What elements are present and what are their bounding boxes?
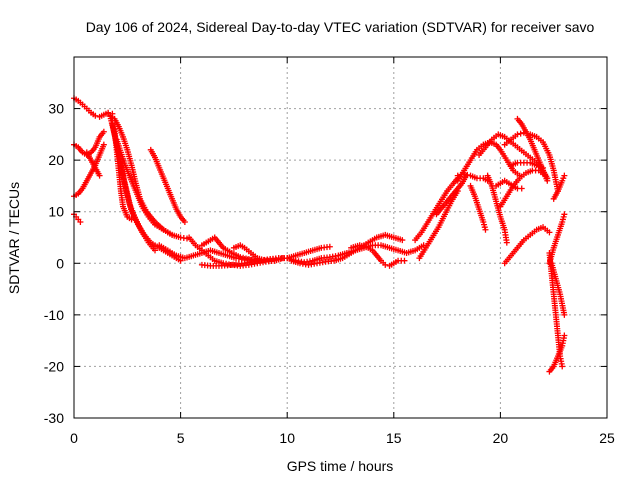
x-tick-label: 20 xyxy=(493,430,509,446)
data-point xyxy=(561,332,568,339)
data-point xyxy=(518,185,525,192)
data-point xyxy=(514,131,521,138)
data-point xyxy=(399,237,406,244)
data-point xyxy=(559,363,566,370)
data-point xyxy=(503,239,510,246)
x-axis-label: GPS time / hours xyxy=(287,458,394,474)
data-marks xyxy=(71,95,568,375)
data-point xyxy=(100,128,107,135)
data-point xyxy=(401,257,408,264)
x-tick-label: 0 xyxy=(70,430,78,446)
grid-lines xyxy=(74,57,607,418)
x-tick-label: 5 xyxy=(177,430,185,446)
data-point xyxy=(546,229,553,236)
data-point xyxy=(544,175,551,182)
y-tick-label: 30 xyxy=(48,101,64,117)
data-point xyxy=(100,141,107,148)
y-tick-label: 10 xyxy=(48,204,64,220)
data-point xyxy=(561,211,568,218)
data-point xyxy=(517,130,524,137)
x-axis-tick-labels: 0 5 10 15 20 25 xyxy=(70,430,615,446)
x-tick-label: 25 xyxy=(599,430,615,446)
data-point xyxy=(237,254,244,261)
data-point xyxy=(482,226,489,233)
data-point xyxy=(457,171,464,178)
chart-title: Day 106 of 2024, Sidereal Day-to-day VTE… xyxy=(86,19,595,35)
data-point xyxy=(242,255,249,262)
y-tick-label: -30 xyxy=(44,410,64,426)
data-point xyxy=(382,261,389,268)
data-point xyxy=(92,112,99,119)
data-point xyxy=(461,171,468,178)
y-axis-tick-labels: -30 -20 -10 0 10 20 30 xyxy=(44,101,64,426)
y-tick-label: 20 xyxy=(48,152,64,168)
data-point xyxy=(152,247,159,254)
data-point xyxy=(540,164,547,171)
data-point xyxy=(96,172,103,179)
y-tick-label: -10 xyxy=(44,307,64,323)
data-point xyxy=(464,171,471,178)
data-point xyxy=(128,216,135,223)
plot-area-frame xyxy=(73,56,608,419)
y-axis-label: SDTVAR / TECUs xyxy=(6,182,22,294)
y-tick-label: -20 xyxy=(44,358,64,374)
data-point xyxy=(561,311,568,318)
data-point xyxy=(454,172,461,179)
data-point xyxy=(561,172,568,179)
data-point xyxy=(169,231,176,238)
y-tick-label: 0 xyxy=(56,255,64,271)
x-tick-label: 10 xyxy=(279,430,295,446)
data-point xyxy=(181,219,188,226)
data-point xyxy=(77,219,84,226)
x-tick-label: 15 xyxy=(386,430,402,446)
data-point xyxy=(240,254,247,261)
data-point xyxy=(326,243,333,250)
axis-ticks xyxy=(73,57,608,419)
